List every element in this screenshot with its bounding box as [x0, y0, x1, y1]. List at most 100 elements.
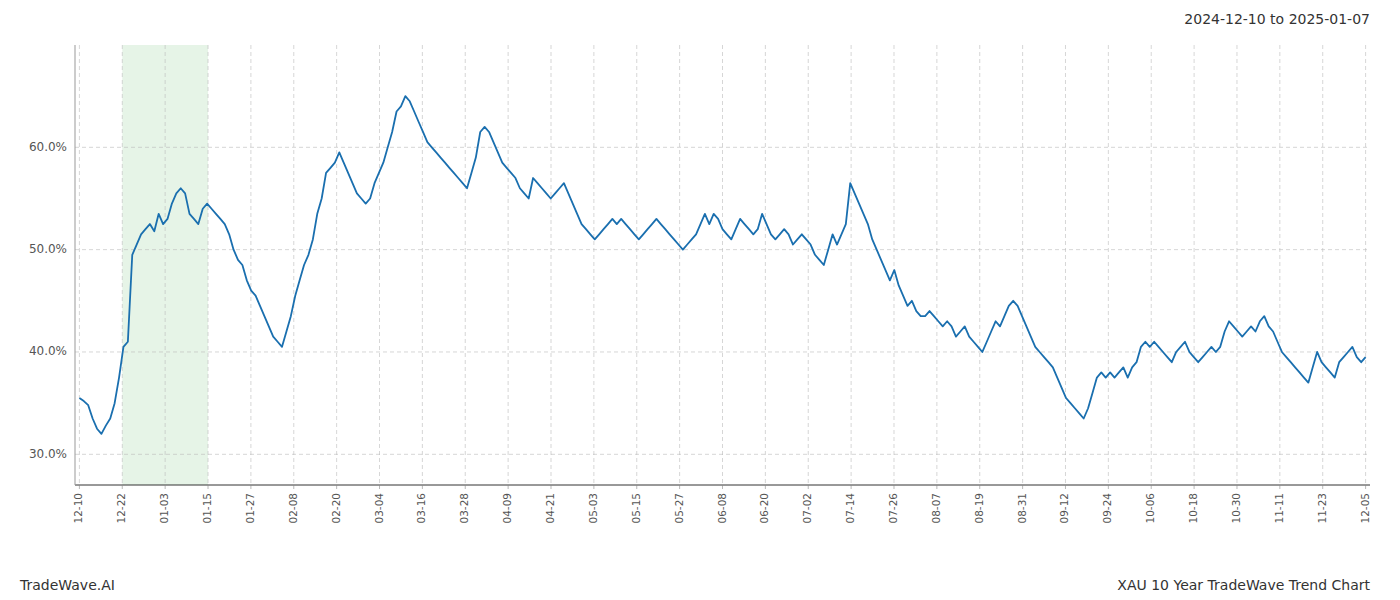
x-tick-label: 12-22 — [115, 493, 127, 524]
x-grid-line — [893, 45, 894, 485]
x-tick-label: 01-27 — [244, 493, 256, 524]
x-tick-label: 03-28 — [458, 493, 470, 524]
x-tick-label: 11-23 — [1316, 493, 1328, 524]
annotation: TradeWave.AI — [19, 577, 115, 593]
x-tick-label: 08-07 — [930, 493, 942, 524]
chart: 30.0% 40.0% 50.0% 60.0% 12-10 12-22 01-03 01-15… — [0, 0, 1400, 600]
x-grid-line — [979, 45, 980, 485]
x-tick-mark — [1022, 485, 1023, 489]
x-tick-mark — [893, 485, 894, 489]
x-tick-mark — [1151, 485, 1152, 489]
x-tick-label: 07-14 — [844, 493, 856, 524]
x-tick-mark — [1236, 485, 1237, 489]
x-tick-mark — [465, 485, 466, 489]
x-grid-line — [1151, 45, 1152, 485]
y-tick-label: 30.0% — [29, 447, 67, 461]
x-tick-mark — [765, 485, 766, 489]
y-grid-line — [75, 454, 1370, 455]
x-grid-line — [765, 45, 766, 485]
x-tick-mark — [551, 485, 552, 489]
x-grid-line — [165, 45, 166, 485]
x-grid-line — [379, 45, 380, 485]
x-tick-label: 11-11 — [1273, 493, 1285, 524]
x-tick-mark — [293, 485, 294, 489]
x-tick-label: 02-08 — [287, 493, 299, 524]
grid — [75, 45, 1370, 485]
x-grid-line — [79, 45, 80, 485]
x-grid-line — [808, 45, 809, 485]
x-tick-label: 06-20 — [758, 493, 770, 524]
x-tick-mark — [636, 485, 637, 489]
x-tick-label: 12-05 — [1359, 493, 1371, 524]
x-tick-mark — [165, 485, 166, 489]
title: 2024-12-10 to 2025-01-07 — [1184, 11, 1370, 27]
x-tick-mark — [1194, 485, 1195, 489]
x-tick-label: 05-27 — [673, 493, 685, 524]
x-tick-mark — [722, 485, 723, 489]
y-tick-label: 50.0% — [29, 242, 67, 256]
x-tick-mark — [1279, 485, 1280, 489]
x-tick-mark — [79, 485, 80, 489]
x-tick-mark — [1365, 485, 1366, 489]
x-tick-mark — [1108, 485, 1109, 489]
x-grid-line — [551, 45, 552, 485]
y-grid-line — [75, 147, 1370, 148]
x-tick-label: 01-03 — [158, 493, 170, 524]
x-tick-label: 10-06 — [1144, 493, 1156, 524]
x-tick-label: 03-04 — [373, 493, 385, 524]
x-grid-line — [1279, 45, 1280, 485]
x-tick-label: 09-12 — [1058, 493, 1070, 524]
x-tick-label: 08-19 — [973, 493, 985, 524]
annotation: XAU 10 Year TradeWave Trend Chart — [1117, 577, 1370, 593]
x-grid-line — [1194, 45, 1195, 485]
x-grid-line — [679, 45, 680, 485]
x-tick-mark — [1322, 485, 1323, 489]
highlight-region — [122, 45, 208, 485]
x-tick-mark — [250, 485, 251, 489]
x-tick-mark — [336, 485, 337, 489]
x-grid-line — [336, 45, 337, 485]
x-tick-mark — [208, 485, 209, 489]
x-tick-label: 04-21 — [544, 493, 556, 524]
x-grid-line — [422, 45, 423, 485]
x-tick-label: 08-31 — [1016, 493, 1028, 524]
x-tick-label: 05-15 — [630, 493, 642, 524]
x-tick-label: 05-03 — [587, 493, 599, 524]
x-tick-label: 09-24 — [1101, 493, 1113, 524]
x-tick-mark — [979, 485, 980, 489]
x-grid-line — [1236, 45, 1237, 485]
x-tick-label: 07-02 — [801, 493, 813, 524]
x-tick-mark — [422, 485, 423, 489]
x-grid-line — [1365, 45, 1366, 485]
x-tick-label: 07-26 — [887, 493, 899, 524]
x-grid-line — [1322, 45, 1323, 485]
x-tick-mark — [122, 485, 123, 489]
x-tick-label: 12-10 — [72, 493, 84, 524]
x-tick-mark — [936, 485, 937, 489]
y-ticks: 30.0% 40.0% 50.0% 60.0% — [29, 140, 67, 461]
x-tick-mark — [679, 485, 680, 489]
x-grid-line — [122, 45, 123, 485]
x-tick-label: 01-15 — [201, 493, 213, 524]
x-grid-line — [1022, 45, 1023, 485]
x-tick-label: 10-18 — [1187, 493, 1199, 524]
x-tick-label: 06-08 — [716, 493, 728, 524]
x-tick-mark — [808, 485, 809, 489]
x-tick-mark — [379, 485, 380, 489]
x-tick-label: 10-30 — [1230, 493, 1242, 524]
x-ticks: 12-1012-2201-0301-1501-2702-0802-2003-04… — [72, 485, 1370, 524]
y-tick-label: 60.0% — [29, 140, 67, 154]
x-grid-line — [250, 45, 251, 485]
x-tick-mark — [593, 485, 594, 489]
x-grid-line — [851, 45, 852, 485]
y-axis-line — [75, 45, 76, 485]
x-grid-line — [593, 45, 594, 485]
x-tick-label: 04-09 — [501, 493, 513, 524]
trend-line — [79, 96, 1365, 434]
x-grid-line — [1108, 45, 1109, 485]
x-grid-line — [508, 45, 509, 485]
y-tick-label: 40.0% — [29, 344, 67, 358]
x-grid-line — [722, 45, 723, 485]
x-grid-line — [293, 45, 294, 485]
x-grid-line — [636, 45, 637, 485]
